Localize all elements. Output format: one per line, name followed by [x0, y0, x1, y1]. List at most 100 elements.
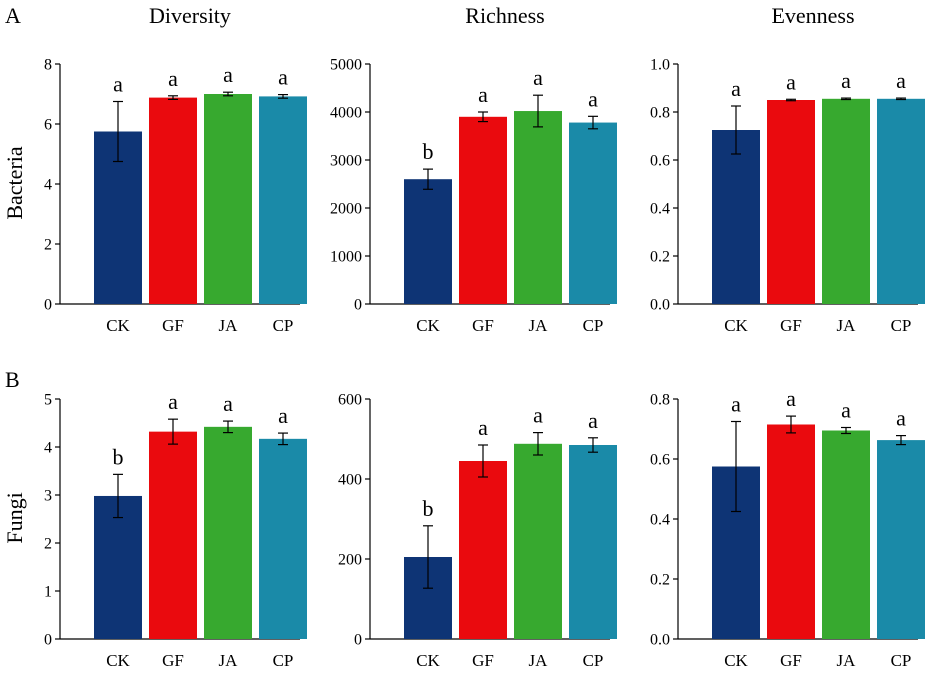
row-labels: Bacteria Fungi	[2, 146, 27, 544]
y-tick-label: 0.4	[650, 201, 670, 218]
x-tick-label-ck: CK	[724, 316, 748, 335]
significance-letter: a	[588, 86, 598, 111]
significance-letter: a	[278, 65, 288, 90]
bar-cp	[877, 440, 925, 639]
x-tick-label-gf: GF	[162, 651, 184, 670]
bar-cp	[259, 96, 307, 305]
bar-gf	[149, 431, 197, 639]
bar-gf	[767, 100, 815, 304]
x-tick-label-ja: JA	[219, 316, 239, 335]
panel-labels: A B	[5, 3, 21, 392]
significance-letter: a	[896, 406, 906, 431]
y-tick-label: 2000	[330, 201, 362, 218]
bar-cp	[569, 445, 617, 639]
y-tick-label: 400	[338, 472, 362, 489]
bar-ja	[204, 426, 252, 639]
column-title-richness: Richness	[465, 3, 544, 28]
y-tick-label: 0.8	[650, 392, 670, 409]
bar-cp	[569, 122, 617, 304]
y-tick-label: 3000	[330, 153, 362, 170]
x-tick-label-ck: CK	[106, 316, 130, 335]
x-tick-label-cp: CP	[583, 651, 604, 670]
y-tick-label: 0.6	[650, 153, 670, 170]
bar-ja	[822, 98, 870, 304]
y-tick-label: 0	[44, 632, 52, 649]
row-label-bacteria: Bacteria	[2, 146, 27, 220]
y-tick-label: 0	[354, 632, 362, 649]
x-tick-label-gf: GF	[472, 651, 494, 670]
y-tick-label: 1000	[330, 249, 362, 266]
significance-letter: a	[478, 82, 488, 107]
significance-letter: a	[731, 76, 741, 101]
y-tick-label: 0.0	[650, 297, 670, 314]
y-tick-label: 2	[44, 536, 52, 553]
row-label-fungi: Fungi	[2, 492, 27, 543]
significance-letter: a	[533, 403, 543, 428]
bar-ck	[94, 495, 142, 639]
y-tick-label: 4000	[330, 105, 362, 122]
significance-letter: b	[423, 496, 434, 521]
y-tick-label: 4	[44, 440, 52, 457]
significance-letter: b	[113, 444, 124, 469]
x-tick-label-gf: GF	[780, 651, 802, 670]
y-tick-label: 1.0	[650, 57, 670, 74]
y-tick-label: 0.0	[650, 632, 670, 649]
y-tick-label: 5	[44, 392, 52, 409]
y-tick-label: 6	[44, 117, 52, 134]
x-tick-label-ck: CK	[416, 651, 440, 670]
y-tick-label: 0.8	[650, 105, 670, 122]
charts: 02468CKaGFaJAaCPa010002000300040005000CK…	[44, 57, 925, 670]
y-tick-label: 4	[44, 177, 52, 194]
bar-gf	[459, 461, 507, 639]
bar-cp	[259, 438, 307, 639]
significance-letter: a	[731, 392, 741, 417]
x-tick-label-cp: CP	[891, 316, 912, 335]
chart-bacteria-richness: 0 1000 2000 3000 4000 5000 CK b GF a JA a CP a	[330, 57, 617, 335]
chart-fungi-diversity: 0 1 2 3 4 5 CK b GF a JA a CP a	[44, 389, 307, 670]
bar-ja	[514, 111, 562, 304]
y-tick-label: 0.4	[650, 512, 670, 529]
significance-letter: a	[168, 389, 178, 414]
significance-letter: a	[896, 68, 906, 93]
y-tick-label: 0	[354, 297, 362, 314]
y-tick-label: 2	[44, 237, 52, 254]
y-tick-label: 1	[44, 584, 52, 601]
significance-letter: a	[113, 72, 123, 97]
x-tick-label-gf: GF	[780, 316, 802, 335]
bar-ck	[712, 130, 760, 304]
bar-cp	[877, 98, 925, 304]
x-tick-label-ck: CK	[724, 651, 748, 670]
x-tick-label-cp: CP	[583, 316, 604, 335]
significance-letter: a	[223, 391, 233, 416]
significance-letter: a	[786, 69, 796, 94]
bar-ja	[204, 94, 252, 304]
x-tick-label-cp: CP	[891, 651, 912, 670]
x-tick-label-ja: JA	[219, 651, 239, 670]
y-tick-label: 200	[338, 552, 362, 569]
y-tick-label: 0.2	[650, 572, 670, 589]
x-tick-label-ja: JA	[837, 316, 857, 335]
chart-fungi-evenness: 0.0 0.2 0.4 0.6 0.8 CK a GF a JA a CP a	[650, 386, 925, 670]
chart-bacteria-diversity: 0 2 4 6 8 CK a GF a JA a CP a	[44, 57, 307, 335]
significance-letter: a	[278, 403, 288, 428]
x-tick-label-cp: CP	[273, 316, 294, 335]
significance-letter: a	[786, 386, 796, 411]
bar-gf	[767, 424, 815, 639]
x-tick-label-cp: CP	[273, 651, 294, 670]
significance-letter: b	[423, 139, 434, 164]
chart-fungi-richness: 0 200 400 600 CK b GF a JA a CP a	[338, 392, 617, 670]
column-title-diversity: Diversity	[149, 3, 231, 28]
x-tick-label-ck: CK	[416, 316, 440, 335]
column-titles: Diversity Richness Evenness	[149, 3, 854, 28]
bar-gf	[149, 97, 197, 304]
y-tick-label: 3	[44, 488, 52, 505]
bar-ja	[514, 443, 562, 639]
significance-letter: a	[478, 415, 488, 440]
significance-letter: a	[588, 408, 598, 433]
bar-ja	[822, 430, 870, 639]
chart-bacteria-evenness: 0.0 0.2 0.4 0.6 0.8 1.0 CK a GF a JA a CP a	[650, 57, 925, 335]
panel-label-a: A	[5, 3, 21, 28]
x-tick-label-ja: JA	[529, 651, 549, 670]
bar-gf	[459, 116, 507, 304]
